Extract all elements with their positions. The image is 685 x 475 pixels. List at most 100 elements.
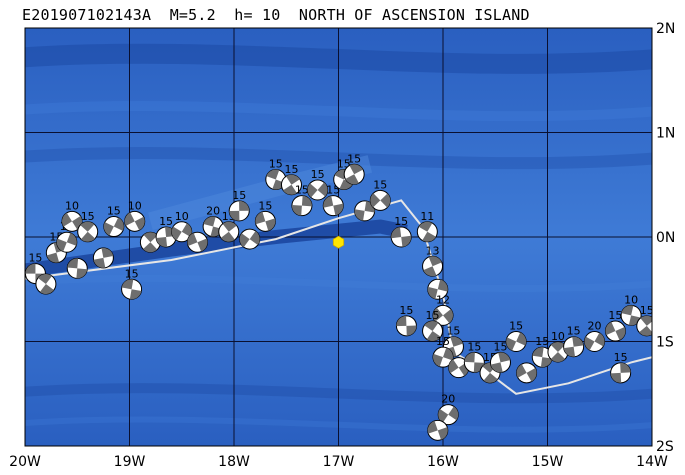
focal-mechanism[interactable]: 15	[254, 199, 276, 232]
compression-quadrant	[317, 182, 328, 197]
focal-mechanism[interactable]: 15	[489, 340, 511, 373]
focal-mechanism[interactable]	[186, 231, 208, 253]
compression-quadrant	[265, 218, 276, 231]
focal-mechanism[interactable]: 15	[228, 189, 250, 222]
focal-mechanism[interactable]: 20	[437, 393, 459, 426]
compression-quadrant	[620, 362, 631, 373]
focal-mechanism[interactable]: 15	[422, 309, 444, 342]
focal-mechanism[interactable]: 15	[604, 309, 626, 342]
focal-mechanism[interactable]: 15	[322, 184, 344, 217]
depth-label: 13	[426, 244, 440, 257]
compression-quadrant	[401, 235, 412, 247]
depth-label: 15	[232, 189, 246, 202]
focal-mechanism[interactable]: 20	[584, 320, 606, 352]
focal-mechanism[interactable]	[92, 247, 114, 269]
compression-quadrant	[610, 372, 622, 383]
depth-label: 15	[436, 335, 450, 348]
focal-mechanism[interactable]: 12	[432, 293, 454, 326]
focal-mechanism[interactable]: 15	[307, 168, 329, 201]
latitude-label: 2N	[656, 21, 675, 37]
focal-mechanism[interactable]	[427, 419, 449, 441]
focal-mechanism[interactable]: 15	[479, 351, 501, 384]
compression-quadrant	[426, 331, 441, 342]
compression-quadrant	[349, 164, 364, 175]
compression-quadrant	[584, 336, 595, 351]
depth-label: 15	[269, 158, 283, 171]
latitude-label: 1N	[656, 126, 675, 142]
depth-label: 15	[347, 152, 361, 165]
compression-quadrant	[628, 315, 641, 326]
focal-mechanism[interactable]: 10	[171, 210, 193, 243]
compression-quadrant	[187, 232, 198, 246]
focal-mechanism[interactable]: 15	[610, 351, 632, 384]
focal-mechanism[interactable]: 13	[422, 244, 444, 277]
focal-mechanism[interactable]: 15	[636, 304, 657, 337]
depth-label: 15	[493, 340, 507, 353]
focal-mechanism[interactable]: 15	[432, 335, 454, 368]
focal-mechanism[interactable]: 15	[395, 304, 417, 337]
compression-quadrant	[143, 232, 158, 243]
focal-mechanism[interactable]	[354, 200, 376, 222]
focal-mechanism[interactable]: 15	[505, 320, 527, 352]
focal-mechanism[interactable]: 15	[77, 210, 99, 243]
compression-quadrant	[124, 212, 135, 226]
focal-mechanism[interactable]	[427, 278, 449, 300]
compression-quadrant	[283, 184, 297, 195]
compression-quadrant	[605, 321, 616, 336]
compression-quadrant	[181, 223, 192, 237]
compression-quadrant	[81, 231, 96, 242]
focal-mechanism[interactable]: 15	[563, 325, 585, 358]
focal-mechanism[interactable]: 10	[620, 293, 642, 326]
compression-quadrant	[66, 232, 77, 246]
focal-mechanism[interactable]: 15	[103, 205, 125, 238]
focal-mechanism[interactable]: 15	[369, 178, 391, 211]
compression-quadrant	[37, 274, 52, 285]
compression-quadrant	[473, 362, 485, 373]
epicenter-marker[interactable]	[332, 235, 345, 249]
focal-mechanism[interactable]	[239, 228, 261, 250]
compression-quadrant	[266, 169, 280, 180]
depth-label: 10	[624, 293, 638, 306]
focal-mechanism[interactable]: 15	[280, 163, 302, 196]
focal-mechanism[interactable]: 15	[155, 215, 177, 248]
compression-quadrant	[229, 210, 240, 221]
compression-quadrant	[424, 321, 439, 332]
depth-label: 12	[436, 293, 450, 306]
compression-quadrant	[437, 279, 448, 292]
compression-quadrant	[621, 305, 634, 316]
compression-quadrant	[448, 406, 459, 421]
compression-quadrant	[396, 315, 407, 327]
depth-label: 15	[295, 184, 309, 197]
depth-label: 15	[28, 252, 42, 265]
focal-mechanism[interactable]: 15	[343, 152, 365, 185]
compression-quadrant	[291, 204, 302, 216]
depth-label: 20	[206, 205, 220, 218]
depth-label: 15	[159, 215, 173, 228]
compression-quadrant	[364, 200, 375, 213]
focal-mechanism[interactable]: 15	[218, 210, 240, 243]
map-frame	[24, 27, 653, 447]
focal-mechanism[interactable]: 10	[124, 199, 146, 232]
focal-mechanism[interactable]: 10	[547, 330, 569, 363]
focal-mechanism[interactable]: 10	[61, 199, 83, 232]
focal-mechanism[interactable]: 11	[416, 210, 438, 243]
depth-label: 15	[311, 168, 325, 181]
map-area[interactable]: 1515151015151015151020151515151515151515…	[25, 28, 657, 446]
focal-mechanism[interactable]: 15	[531, 335, 553, 368]
depth-label: 15	[446, 325, 460, 338]
focal-mechanism[interactable]	[516, 362, 538, 384]
focal-mechanism[interactable]: 15	[121, 267, 143, 300]
focal-mechanism[interactable]: 15	[463, 340, 485, 373]
focal-mechanism[interactable]	[139, 231, 161, 253]
focal-mechanism[interactable]	[35, 273, 57, 295]
compression-quadrant	[134, 216, 145, 231]
compression-quadrant	[121, 279, 134, 290]
focal-mechanism[interactable]: 15	[291, 184, 313, 217]
compression-quadrant	[438, 409, 449, 423]
compression-quadrant	[391, 227, 402, 239]
depth-label: 15	[284, 163, 298, 176]
focal-mechanism[interactable]: 15	[390, 215, 412, 248]
focal-mechanism[interactable]	[66, 257, 88, 279]
focal-mechanism-layer[interactable]: 1515151015151015151020151515151515151515…	[25, 152, 657, 441]
depth-label: 15	[509, 320, 523, 333]
